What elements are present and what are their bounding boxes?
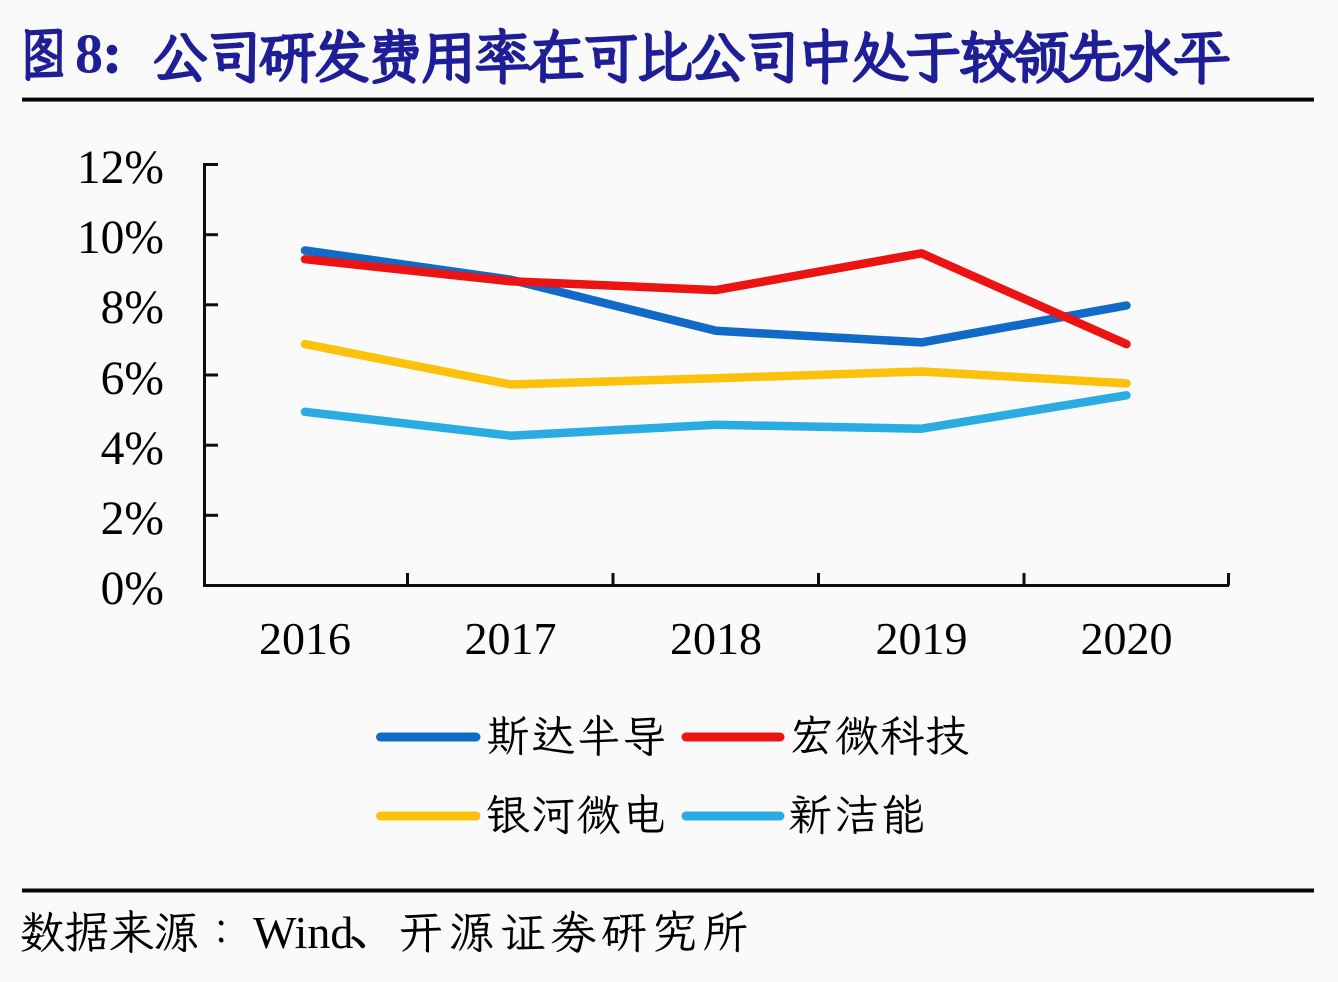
svg-text:2016: 2016: [259, 613, 351, 664]
svg-text:8: 8: [75, 24, 103, 86]
svg-text:4%: 4%: [101, 423, 164, 475]
svg-text:10%: 10%: [77, 212, 164, 264]
svg-text:6%: 6%: [101, 353, 164, 405]
svg-text:12%: 12%: [77, 142, 164, 194]
svg-text:Wind: Wind: [253, 907, 353, 958]
svg-text:8%: 8%: [101, 282, 164, 334]
svg-text:2019: 2019: [876, 613, 968, 664]
svg-text:2020: 2020: [1081, 613, 1173, 664]
svg-text:0%: 0%: [101, 563, 164, 615]
svg-text:2%: 2%: [101, 493, 164, 545]
svg-text:2017: 2017: [465, 613, 557, 664]
svg-text:2018: 2018: [670, 613, 762, 664]
